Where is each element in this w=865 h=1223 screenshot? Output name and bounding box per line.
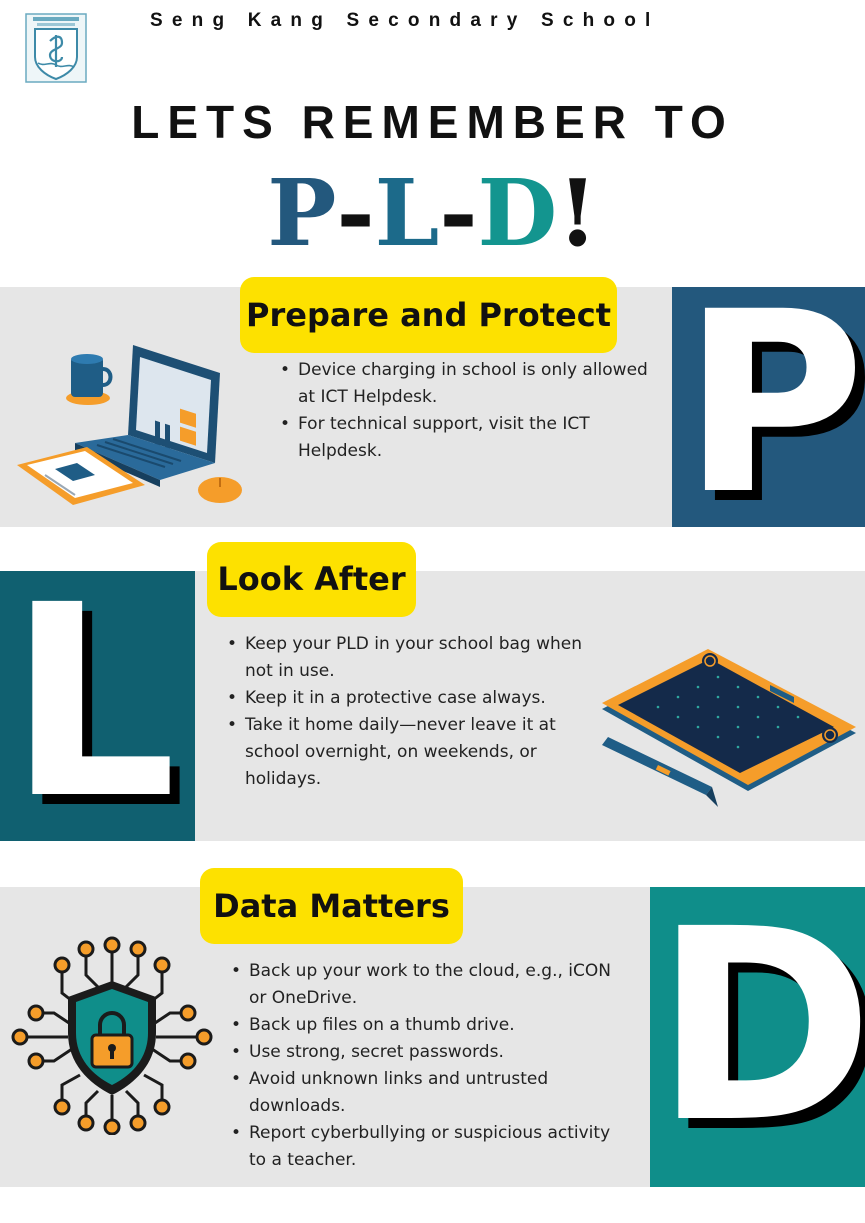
letter-block-p: P — [672, 287, 865, 527]
list-item: Back up your work to the cloud, e.g., iC… — [229, 958, 629, 1012]
big-letter-l: L — [8, 571, 177, 841]
laptop-desk-icon — [15, 335, 265, 530]
pld-title: P-L-D! — [0, 158, 865, 268]
school-name: Seng Kang Secondary School — [150, 10, 660, 31]
section-d-bullets: Back up your work to the cloud, e.g., iC… — [229, 958, 629, 1174]
list-item: Report cyberbullying or suspicious activ… — [229, 1120, 629, 1174]
list-item: For technical support, visit the ICT Hel… — [278, 411, 658, 465]
drawing-tablet-icon — [598, 645, 860, 815]
section-heading-prepare-protect: Prepare and Protect — [240, 277, 617, 353]
pld-exclamation: ! — [557, 159, 598, 267]
list-item: Device charging in school is only allowe… — [278, 357, 658, 411]
school-crest-icon — [25, 13, 87, 83]
big-letter-p: P — [682, 287, 865, 527]
letter-block-l: L — [0, 571, 195, 841]
section-l-bullets: Keep your PLD in your school bag when no… — [225, 631, 595, 793]
list-item: Keep it in a protective case always. — [225, 685, 595, 712]
pld-dash: - — [439, 159, 478, 267]
pld-letter-l: L — [374, 159, 440, 267]
section-heading-look-after: Look After — [207, 542, 416, 617]
list-item: Back up files on a thumb drive. — [229, 1012, 629, 1039]
section-heading-data-matters: Data Matters — [200, 868, 463, 944]
section-p-bullets: Device charging in school is only allowe… — [278, 357, 658, 465]
pld-letter-d: D — [477, 159, 558, 267]
list-item: Use strong, secret passwords. — [229, 1039, 629, 1066]
pld-letter-p: P — [267, 159, 337, 267]
list-item: Take it home daily—never leave it at sch… — [225, 712, 595, 793]
pld-dash: - — [336, 159, 375, 267]
cyber-lock-icon — [10, 935, 215, 1136]
big-letter-d: D — [654, 887, 865, 1181]
list-item: Avoid unknown links and untrusted downlo… — [229, 1066, 629, 1120]
headline: LETS REMEMBER TO — [131, 96, 734, 148]
list-item: Keep your PLD in your school bag when no… — [225, 631, 595, 685]
letter-block-d: D — [650, 887, 865, 1187]
